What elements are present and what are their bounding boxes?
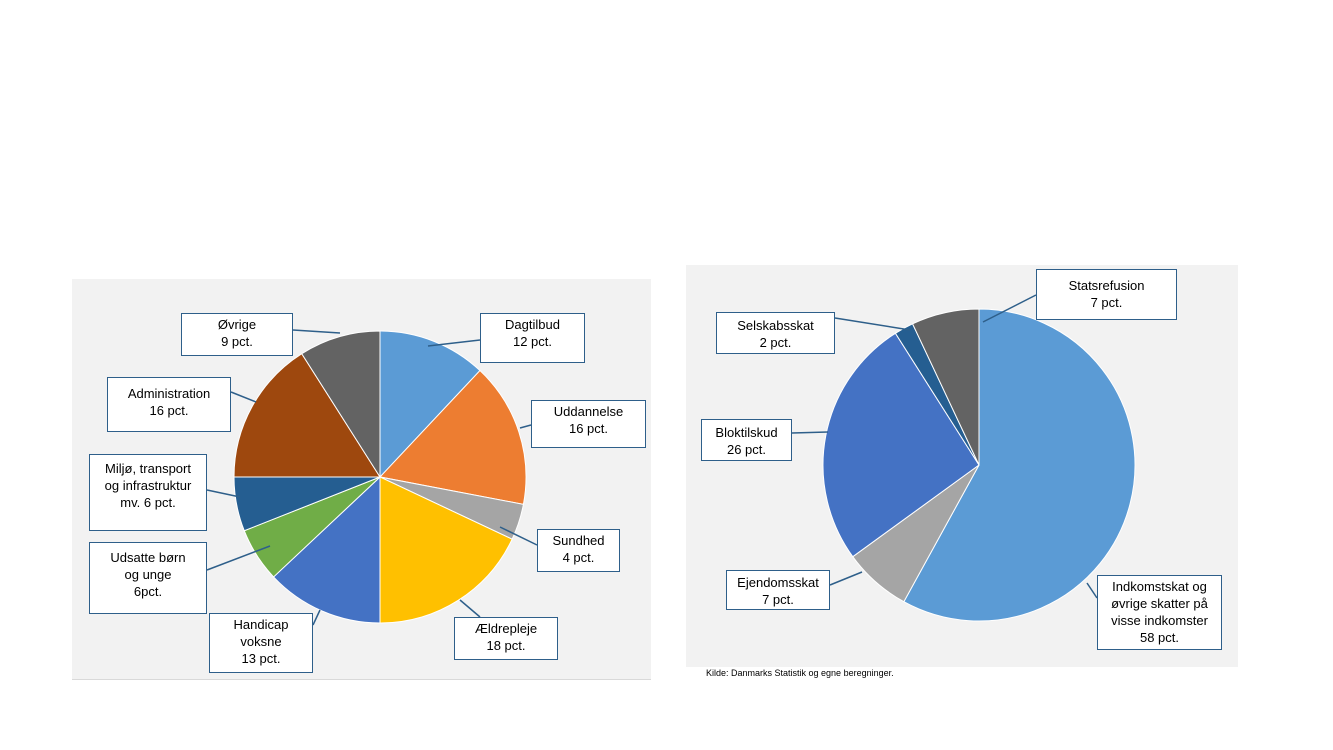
right-pie-slice-2	[822, 332, 980, 558]
callout-label: Ejendomsskat	[737, 575, 819, 590]
callout-miljoe: Miljø, transport og infrastruktur mv. 6 …	[89, 454, 207, 531]
callout-aeldrepleje: Ældrepleje 18 pct.	[454, 617, 558, 660]
callout-value: 9 pct.	[221, 334, 253, 349]
left-pie-slice-7	[233, 353, 381, 478]
leader-aeldrepleje	[459, 599, 481, 618]
callout-indkomstskat: Indkomstskat og øvrige skatter på visse …	[1097, 575, 1222, 650]
callout-label: Indkomstskat og	[1112, 579, 1207, 594]
callout-value: 7 pct.	[1090, 295, 1123, 310]
left-pie-slice-8	[301, 330, 381, 479]
callout-value: 4 pct.	[562, 550, 595, 565]
left-pie-slice-1	[379, 369, 527, 505]
leader-statsrefusion	[982, 294, 1037, 323]
callout-value: 58 pct.	[1139, 630, 1180, 645]
callout-sundhed: Sundhed 4 pct.	[537, 529, 620, 572]
leader-udsatte	[206, 545, 271, 571]
callout-label: Øvrige	[217, 317, 257, 332]
callout-label-2: og infrastruktur	[104, 478, 192, 493]
callout-uddannelse: Uddannelse 16 pct.	[531, 400, 646, 448]
callout-label-2: og unge	[124, 567, 172, 582]
source-note: Kilde: Danmarks Statistik og egne beregn…	[706, 668, 894, 678]
callout-value: 2 pct.	[759, 335, 792, 350]
callout-label: Bloktilskud	[715, 425, 778, 440]
callout-oevrige: Øvrige 9 pct.	[181, 313, 293, 356]
leader-uddannelse	[519, 424, 532, 429]
callout-udsatte: Udsatte børn og unge 6pct.	[89, 542, 207, 614]
callout-value: 13 pct.	[241, 651, 281, 666]
right-pie-slice-0	[903, 308, 1136, 622]
callout-label-3: visse indkomster	[1111, 613, 1208, 628]
leader-oevrige	[292, 329, 341, 334]
leader-selskabsskat	[834, 317, 911, 331]
callout-label: Uddannelse	[553, 404, 624, 419]
right-pie-slice-4	[911, 308, 980, 466]
callout-dagtilbud: Dagtilbud 12 pct.	[480, 313, 585, 363]
callout-value: mv. 6 pct.	[120, 495, 176, 510]
callout-administration: Administration 16 pct.	[107, 377, 231, 432]
callout-value: 16 pct.	[568, 421, 609, 436]
callout-label: Sundhed	[552, 533, 605, 548]
callout-label-2: øvrige skatter på	[1111, 596, 1208, 611]
leader-sundhed	[499, 526, 538, 546]
callout-selskabsskat: Selskabsskat 2 pct.	[716, 312, 835, 354]
callout-value: 6pct.	[133, 584, 163, 599]
callout-label: Dagtilbud	[505, 317, 560, 332]
leader-miljoe	[206, 489, 241, 498]
callout-value: 7 pct.	[762, 592, 794, 607]
callout-value: 18 pct.	[486, 638, 526, 653]
callout-label: Udsatte børn	[110, 550, 186, 565]
leader-administration	[230, 391, 257, 403]
callout-ejendomsskat: Ejendomsskat 7 pct.	[726, 570, 830, 610]
callout-label: Ældrepleje	[474, 621, 538, 636]
left-pie-slice-0	[379, 330, 481, 479]
callout-statsrefusion: Statsrefusion 7 pct.	[1036, 269, 1177, 320]
callout-bloktilskud: Bloktilskud 26 pct.	[701, 419, 792, 461]
callout-label: Miljø, transport	[105, 461, 191, 476]
callout-value: 16 pct.	[149, 403, 189, 418]
callout-label: Selskabsskat	[737, 318, 814, 333]
callout-value: 26 pct.	[726, 442, 767, 457]
left-pie-slice-4	[272, 475, 381, 624]
leader-handicap	[312, 609, 321, 626]
leader-dagtilbud	[427, 339, 481, 347]
leader-ejendomsskat	[829, 571, 863, 586]
callout-value: 12 pct.	[512, 334, 553, 349]
leader-bloktilskud	[791, 431, 829, 434]
callout-label: Administration	[127, 386, 211, 401]
callout-label: Handicap	[233, 617, 289, 632]
callout-label: Statsrefusion	[1068, 278, 1145, 293]
left-pie-slice-3	[379, 476, 513, 624]
callout-label-2: voksne	[240, 634, 282, 649]
leader-indkomstskat	[1086, 582, 1098, 599]
callout-handicap: Handicap voksne 13 pct.	[209, 613, 313, 673]
